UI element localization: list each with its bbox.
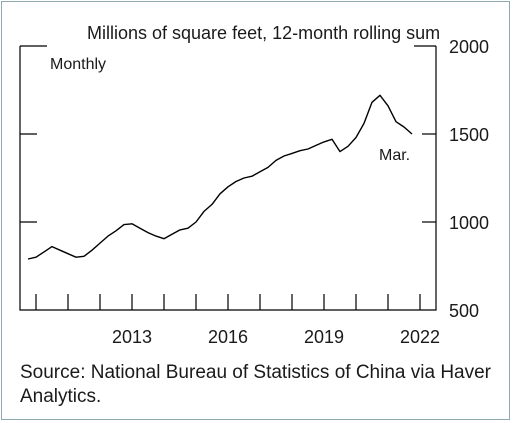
y-tick-label: 2000 xyxy=(449,37,489,57)
plot-box xyxy=(19,46,437,311)
end-point-label: Mar. xyxy=(379,147,410,164)
axes-group: 500 1000 1500 2000 2013 2016 2019 2022 xyxy=(19,37,489,347)
series-line xyxy=(27,94,413,260)
source-note: Source: National Bureau of Statistics of… xyxy=(20,362,492,407)
y-tick-label: 1000 xyxy=(449,213,489,233)
series-group xyxy=(27,94,413,260)
x-tick-label: 2022 xyxy=(400,327,440,347)
x-tick-label: 2016 xyxy=(208,327,248,347)
frequency-label: Monthly xyxy=(50,56,106,73)
y-tick-label: 500 xyxy=(449,301,479,321)
y-tick-label: 1500 xyxy=(449,125,489,145)
x-tick-label: 2019 xyxy=(304,327,344,347)
chart-title: Millions of square feet, 12-month rollin… xyxy=(87,23,440,43)
x-tick-label: 2013 xyxy=(112,327,152,347)
